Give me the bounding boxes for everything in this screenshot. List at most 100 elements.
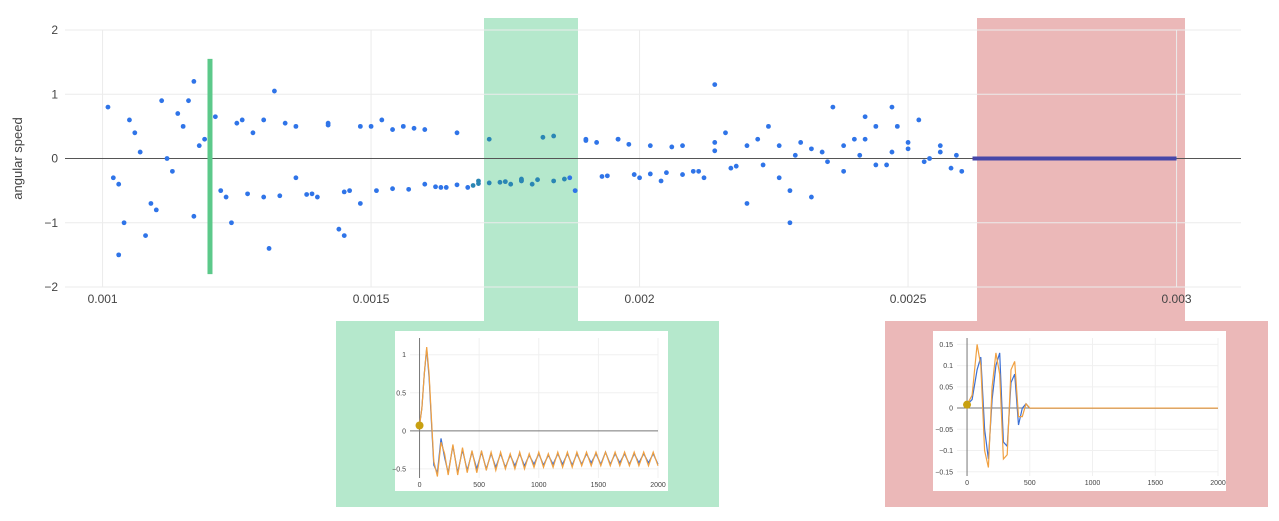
data-point (884, 162, 889, 168)
data-point (809, 146, 814, 152)
data-point (186, 98, 191, 104)
data-point (594, 140, 600, 145)
data-point (862, 136, 868, 142)
green-inset-y-tick-label: 1 (402, 352, 406, 359)
data-point (390, 186, 395, 192)
data-point (502, 179, 508, 185)
data-point (567, 175, 573, 181)
data-point (314, 194, 320, 200)
x-tick-label: 0.001 (88, 292, 118, 306)
data-point (411, 125, 417, 131)
data-point (540, 134, 546, 140)
data-point (916, 117, 922, 123)
data-point (422, 127, 428, 132)
green-inset-x-tick-label: 2000 (650, 482, 666, 489)
data-point (121, 220, 127, 226)
data-point (712, 148, 718, 154)
data-point (680, 143, 685, 149)
data-point (245, 191, 250, 197)
data-point (572, 188, 578, 194)
green-inset-x-tick-label: 500 (473, 482, 485, 489)
data-point (379, 117, 385, 123)
data-point (519, 176, 524, 182)
data-point (905, 140, 911, 145)
data-point (841, 143, 847, 149)
data-point (825, 159, 830, 165)
data-point (701, 175, 707, 181)
data-point (261, 194, 267, 200)
data-point (862, 114, 868, 120)
green-inset-x-tick-label: 0 (418, 482, 422, 489)
data-point (873, 162, 879, 168)
green-inset-y-tick-label: 0 (402, 428, 406, 435)
data-point (357, 201, 363, 206)
data-point (293, 175, 299, 181)
data-point (336, 226, 342, 232)
data-point (443, 185, 449, 190)
red-inset-x-tick-label: 1000 (1085, 480, 1101, 487)
data-point (953, 152, 959, 158)
data-point (266, 246, 272, 251)
x-tick-label: 0.0015 (353, 292, 390, 306)
data-point (921, 159, 927, 165)
data-point (261, 117, 267, 123)
data-point (664, 170, 669, 176)
data-point (889, 149, 895, 155)
data-point (368, 123, 374, 129)
data-point (766, 123, 771, 129)
data-point (723, 130, 728, 136)
data-point (159, 98, 165, 104)
data-point (191, 79, 197, 84)
red-inset-y-tick-label: 0 (949, 406, 953, 413)
data-point (497, 179, 503, 185)
data-point (728, 165, 734, 171)
green-inset-y-tick-label: −0.5 (392, 466, 406, 473)
data-point (857, 152, 863, 158)
red-inset-x-tick-label: 0 (965, 480, 969, 487)
data-point (937, 149, 943, 155)
x-tick-label: 0.002 (625, 292, 655, 306)
red-inset-plot-background (933, 331, 1226, 491)
y-tick-label: 0 (51, 152, 58, 166)
data-point (948, 165, 954, 171)
green-inset-plot-background (395, 331, 668, 491)
data-point (894, 123, 900, 129)
data-point (293, 123, 299, 129)
data-point (776, 175, 782, 181)
data-point (196, 143, 202, 149)
data-point (341, 233, 347, 239)
data-point (164, 156, 170, 161)
data-point (406, 186, 412, 192)
green-inset-x-tick-label: 1500 (591, 482, 607, 489)
data-point (787, 188, 793, 194)
data-point (937, 143, 943, 149)
data-point (325, 122, 331, 128)
data-point (105, 104, 111, 110)
data-point (927, 156, 932, 161)
y-tick-label: −1 (44, 216, 58, 230)
data-point (792, 152, 798, 158)
data-point (390, 127, 395, 132)
red-inset-x-tick-label: 500 (1024, 480, 1036, 487)
data-point (535, 177, 540, 183)
data-point (647, 143, 653, 149)
data-point (143, 233, 148, 239)
red-inset-series-line (966, 344, 1218, 468)
data-point (148, 201, 154, 206)
data-point (669, 144, 675, 150)
data-point (304, 192, 310, 197)
green-inset-x-tick-label: 1000 (531, 482, 547, 489)
data-point (712, 140, 718, 145)
y-tick-label: −2 (44, 280, 58, 294)
y-tick-label: 1 (51, 87, 58, 101)
data-point (959, 168, 965, 174)
data-point (696, 168, 702, 174)
green-inset-chart: 0 500 1000 1500 2000 1 0.5 0 −0.5 (392, 338, 666, 489)
green-inset-series-line (418, 347, 659, 477)
y-tick-label: 2 (51, 23, 58, 37)
data-point (465, 185, 471, 190)
data-point (551, 133, 557, 139)
data-point (169, 168, 175, 174)
data-point (830, 104, 836, 110)
data-point (433, 184, 438, 190)
